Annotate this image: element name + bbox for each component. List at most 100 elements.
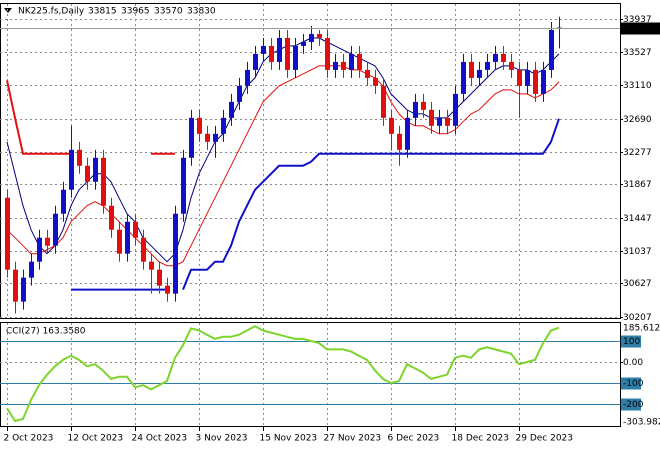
- candle-body: [341, 61, 346, 70]
- candle-body: [53, 213, 58, 246]
- overlay-line: [71, 118, 560, 291]
- candle-body: [301, 41, 306, 46]
- candle-body: [285, 37, 290, 70]
- candle-body: [125, 221, 130, 254]
- y-tick-label: 31867: [623, 180, 652, 190]
- candle-body: [405, 117, 410, 150]
- level-label-box: [621, 377, 641, 390]
- overlay-line: [6, 65, 560, 267]
- y-tick-label: 31447: [623, 214, 652, 224]
- low-value: 33570: [154, 7, 183, 17]
- open-value: 33815: [88, 7, 117, 17]
- candle-body: [101, 157, 106, 206]
- y-tick-label: -200: [623, 400, 644, 410]
- candle-body: [509, 61, 514, 70]
- x-tick-label: 15 Nov 2023: [260, 434, 318, 444]
- candle-body: [453, 93, 458, 126]
- candle-body: [349, 53, 354, 70]
- candle-body: [389, 117, 394, 134]
- candle-body: [61, 189, 66, 214]
- candle-body: [461, 61, 466, 94]
- x-tick-label: 2 Oct 2023: [4, 434, 54, 444]
- x-tick-label: 6 Dec 2023: [388, 434, 440, 444]
- y-tick-label: 32277: [623, 148, 652, 158]
- candle-body: [157, 269, 162, 286]
- level-label-box: [621, 398, 641, 411]
- y-max-label: 185.6123: [623, 324, 660, 334]
- candle-body: [189, 117, 194, 158]
- candle-body: [245, 69, 250, 86]
- candle-body: [293, 45, 298, 70]
- candle-body: [317, 33, 322, 38]
- candle-body: [517, 69, 522, 86]
- y-tick-label: 0.00: [623, 358, 643, 368]
- candle-body: [325, 37, 330, 70]
- candle-body: [445, 117, 450, 126]
- candle-body: [141, 237, 146, 262]
- candle-body: [381, 85, 386, 118]
- y-tick-label: -100: [623, 379, 644, 389]
- candle-body: [525, 69, 530, 86]
- candle-body: [437, 117, 442, 126]
- candle-body: [29, 261, 34, 278]
- x-tick-label: 3 Nov 2023: [196, 434, 248, 444]
- y-tick-label: 33110: [623, 81, 652, 91]
- candle-body: [229, 101, 234, 118]
- x-tick-label: 27 Nov 2023: [324, 434, 382, 444]
- high-value: 33965: [121, 7, 150, 17]
- candle-body: [237, 85, 242, 102]
- candle-body: [413, 101, 418, 118]
- y-tick-label: 33937: [623, 15, 652, 25]
- overlay-line: [6, 80, 175, 155]
- candle-body: [117, 229, 122, 254]
- candle-body: [365, 69, 370, 78]
- candle-body: [429, 109, 434, 126]
- candle-body: [397, 133, 402, 150]
- y-tick-label: 31037: [623, 247, 652, 257]
- candle-body: [309, 33, 314, 42]
- candle-body: [173, 213, 178, 294]
- candle-body: [333, 61, 338, 70]
- candle-body: [69, 149, 74, 190]
- candle-body: [5, 197, 10, 270]
- candle-body: [541, 69, 546, 94]
- candle-body: [197, 117, 202, 134]
- candle-body: [493, 53, 498, 62]
- candle-body: [37, 237, 42, 262]
- main-frame: [0, 3, 621, 319]
- candle-body: [93, 157, 98, 182]
- current-price-box: [621, 22, 660, 35]
- chart-title: NK225.fs,Daily: [18, 7, 85, 17]
- candle-body: [77, 149, 82, 166]
- close-value: 33830: [187, 7, 216, 17]
- candle-body: [261, 45, 266, 54]
- candle-body: [485, 61, 490, 70]
- candle-body: [501, 53, 506, 62]
- candle-body: [277, 37, 282, 62]
- candle-body: [221, 117, 226, 134]
- x-tick-label: 18 Dec 2023: [452, 434, 510, 444]
- y-min-label: -303.9823: [623, 418, 660, 428]
- candle-body: [373, 77, 378, 86]
- y-tick-label: 30207: [623, 313, 652, 323]
- candle-body: [109, 205, 114, 230]
- candle-body: [477, 69, 482, 78]
- candle-body: [253, 53, 258, 70]
- candle-body: [421, 101, 426, 110]
- overlay-line: [6, 37, 560, 263]
- candle-body: [133, 221, 138, 238]
- y-tick-label: 30627: [623, 279, 652, 289]
- candle-body: [45, 237, 50, 246]
- current-price-label: 33830: [623, 24, 652, 34]
- x-tick-label: 24 Oct 2023: [132, 434, 188, 444]
- candle-body: [21, 277, 26, 302]
- x-tick-label: 29 Dec 2023: [516, 434, 574, 444]
- y-tick-label: 32690: [623, 115, 652, 125]
- candle-body: [13, 269, 18, 302]
- y-tick-label: 100: [623, 337, 640, 347]
- candle-body: [469, 61, 474, 78]
- candle-body: [85, 165, 90, 182]
- x-tick-label: 12 Oct 2023: [68, 434, 124, 444]
